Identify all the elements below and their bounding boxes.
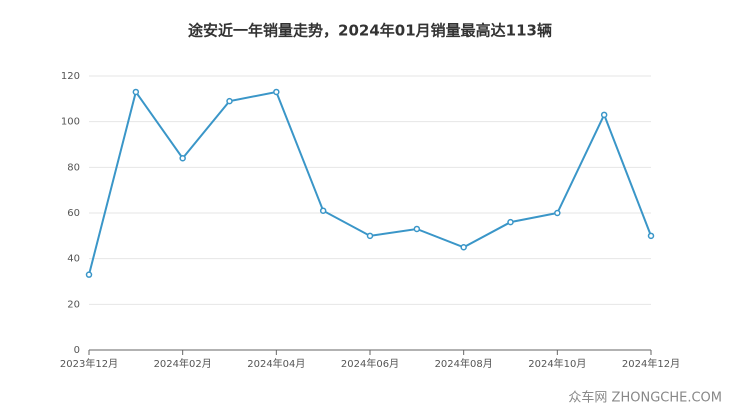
y-tick-label: 80	[67, 162, 80, 173]
point	[507, 218, 514, 226]
chart-title: 途安近一年销量走势，2024年01月销量最高达113辆	[188, 22, 552, 40]
y-tick-label: 120	[61, 71, 80, 82]
watermark: 众车网 ZHONGCHE.COM	[568, 390, 722, 406]
point	[273, 88, 280, 96]
y-tick-label: 40	[67, 254, 80, 265]
point	[226, 97, 233, 105]
x-tick-label: 2024年08月	[435, 357, 493, 370]
line	[88, 89, 652, 275]
point	[366, 232, 374, 240]
x-tick-label: 2024年04月	[247, 357, 305, 370]
y-tick-label: 0	[74, 345, 80, 356]
y-tick-label: 100	[61, 117, 80, 128]
point	[319, 207, 327, 214]
point	[85, 271, 93, 278]
point	[413, 225, 421, 233]
point	[460, 244, 467, 251]
point	[600, 111, 608, 119]
y-tick-label: 20	[67, 299, 80, 310]
point	[132, 88, 140, 96]
x-tick-label: 2023年12月	[60, 357, 118, 370]
y-tick-label: 60	[67, 208, 80, 219]
point	[179, 154, 186, 162]
point	[647, 232, 655, 240]
x-tick-label: 2024年12月	[622, 357, 680, 370]
x-tick-label: 2024年06月	[341, 357, 399, 370]
point	[554, 209, 561, 217]
x-tick-label: 2024年10月	[528, 357, 586, 370]
x-tick-label: 2024年02月	[154, 357, 212, 370]
